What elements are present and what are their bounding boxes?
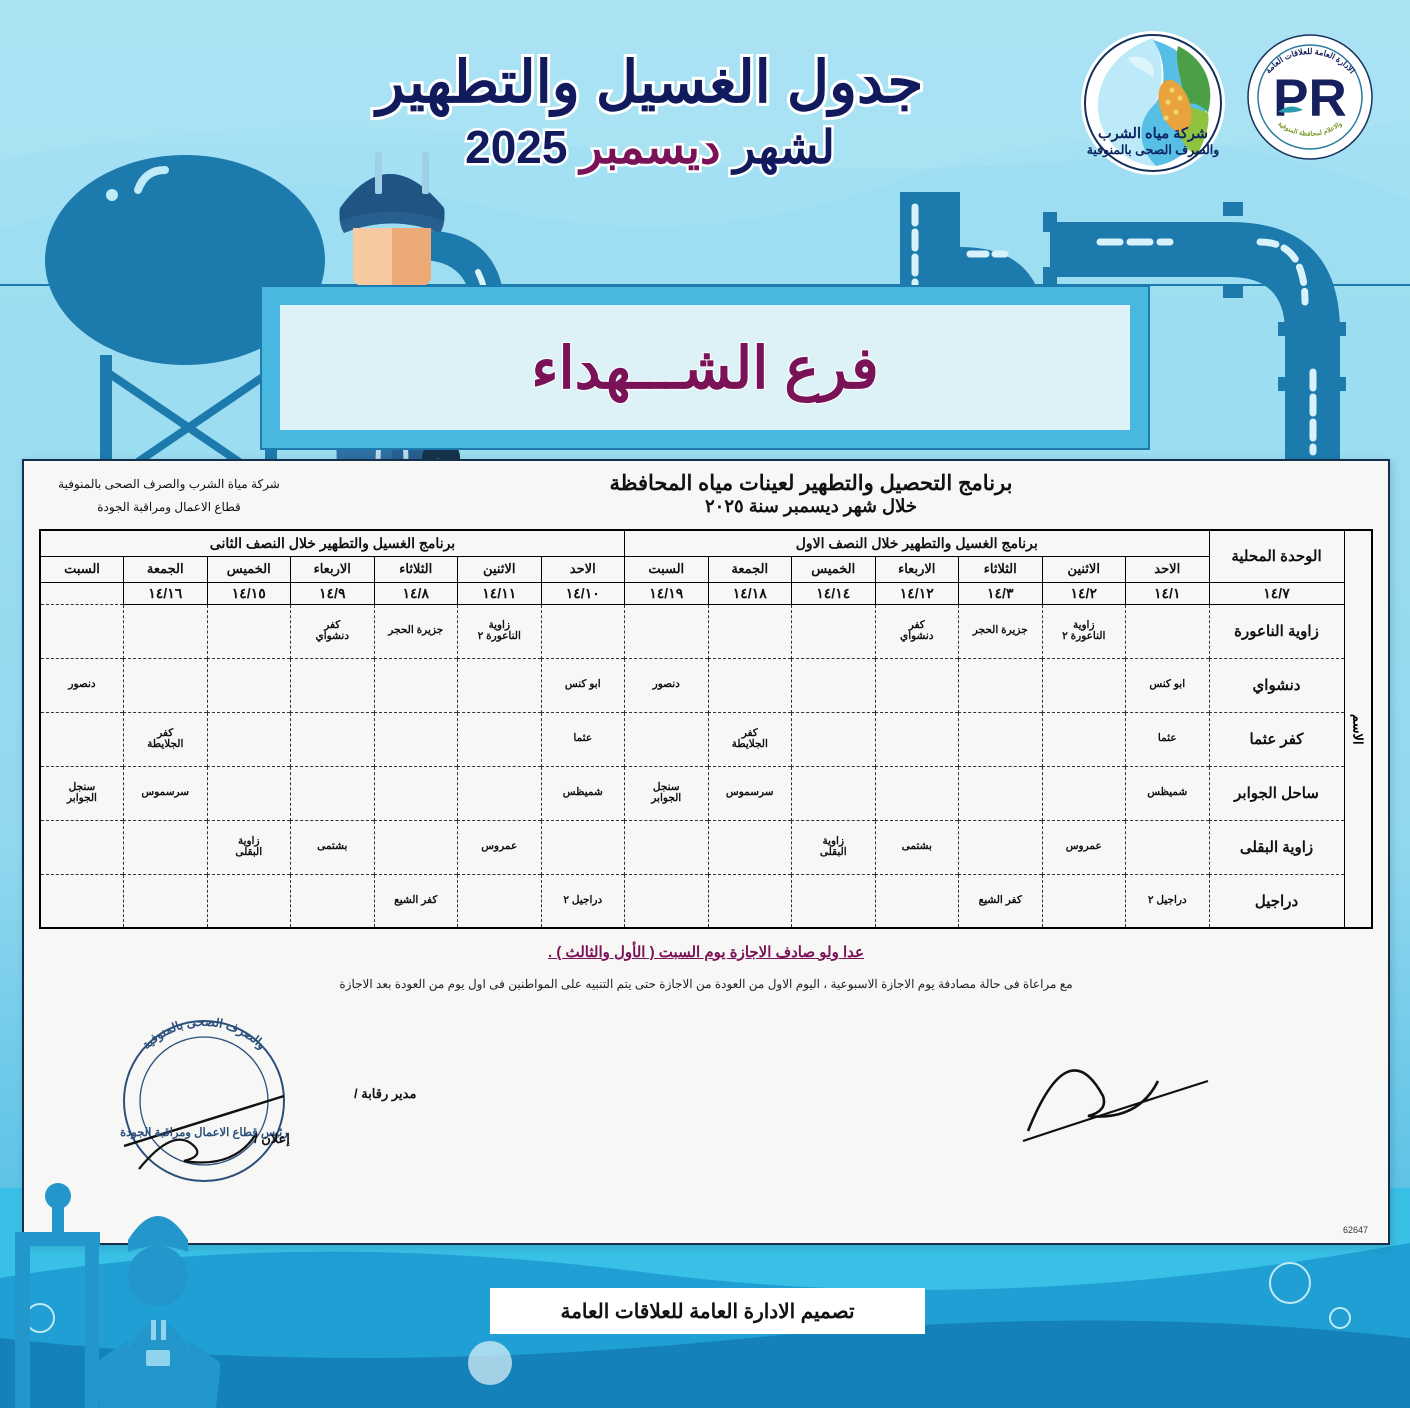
svg-text:PR: PR <box>1273 69 1347 128</box>
svg-text:والصرف الصحى بالمنوفية: والصرف الصحى بالمنوفية <box>1087 143 1220 158</box>
svg-text:شركة مياه الشرب: شركة مياه الشرب <box>1098 126 1208 142</box>
svg-text:والصرف الصحى بالمنوفية: والصرف الصحى بالمنوفية <box>139 1015 269 1053</box>
